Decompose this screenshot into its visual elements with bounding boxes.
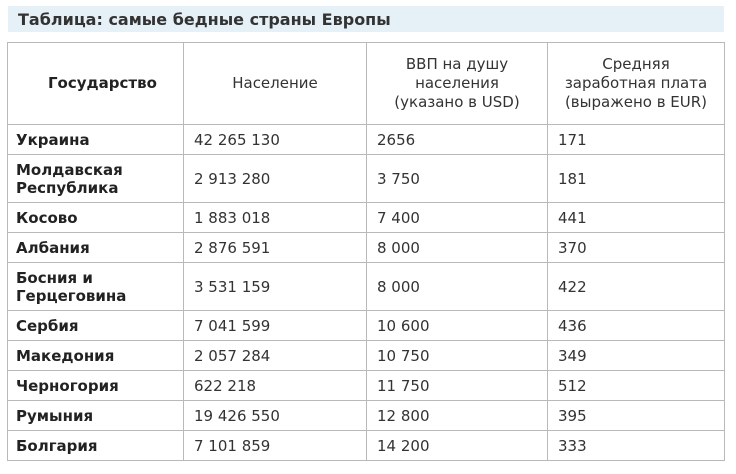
- gdp-cell: 2656: [366, 124, 548, 155]
- population-cell: 1 883 018: [183, 202, 367, 233]
- header-country: Государство: [7, 42, 184, 125]
- header-gdp-line2: населения: [415, 74, 499, 92]
- country-cell: Албания: [7, 232, 184, 263]
- header-population: Население: [183, 42, 367, 125]
- country-cell: Молдавская Республика: [7, 154, 184, 203]
- salary-cell: 171: [547, 124, 725, 155]
- table-row: Албания 2 876 591 8 000 370: [7, 232, 725, 263]
- country-cell: Украина: [7, 124, 184, 155]
- population-cell: 2 913 280: [183, 154, 367, 203]
- country-line2: Герцеговина: [16, 286, 127, 305]
- header-salary-line1: Средняя: [602, 55, 670, 73]
- table-row: Молдавская Республика 2 913 280 3 750 18…: [7, 154, 725, 203]
- salary-cell: 422: [547, 262, 725, 311]
- country-cell: Косово: [7, 202, 184, 233]
- salary-cell: 349: [547, 340, 725, 371]
- population-cell: 7 041 599: [183, 310, 367, 341]
- gdp-cell: 7 400: [366, 202, 548, 233]
- table-title: Таблица: самые бедные страны Европы: [8, 6, 724, 32]
- salary-cell: 370: [547, 232, 725, 263]
- header-salary-line2: заработная плата: [564, 74, 708, 92]
- header-gdp-line1: ВВП на душу: [405, 55, 509, 73]
- table-row: Румыния 19 426 550 12 800 395: [7, 400, 725, 431]
- population-cell: 2 057 284: [183, 340, 367, 371]
- country-cell: Черногория: [7, 370, 184, 401]
- salary-cell: 181: [547, 154, 725, 203]
- header-gdp: ВВП на душу населения (указано в USD): [366, 42, 548, 125]
- population-cell: 7 101 859: [183, 430, 367, 461]
- salary-cell: 395: [547, 400, 725, 431]
- population-cell: 3 531 159: [183, 262, 367, 311]
- table-row: Босния и Герцеговина 3 531 159 8 000 422: [7, 262, 725, 311]
- gdp-cell: 8 000: [366, 262, 548, 311]
- gdp-cell: 14 200: [366, 430, 548, 461]
- table-header-row: Государство Население ВВП на душу населе…: [7, 42, 725, 125]
- salary-cell: 436: [547, 310, 725, 341]
- country-line1: Босния и: [16, 268, 93, 287]
- table-row: Сербия 7 041 599 10 600 436: [7, 310, 725, 341]
- gdp-cell: 10 750: [366, 340, 548, 371]
- header-gdp-line3: (указано в USD): [394, 93, 520, 111]
- country-cell: Македония: [7, 340, 184, 371]
- country-line2: Республика: [16, 178, 119, 197]
- salary-cell: 333: [547, 430, 725, 461]
- gdp-cell: 8 000: [366, 232, 548, 263]
- population-cell: 19 426 550: [183, 400, 367, 431]
- gdp-cell: 3 750: [366, 154, 548, 203]
- table-row: Черногория 622 218 11 750 512: [7, 370, 725, 401]
- header-salary-line3: (выражено в EUR): [564, 93, 708, 111]
- country-cell: Болгария: [7, 430, 184, 461]
- poorest-countries-table: Государство Население ВВП на душу населе…: [7, 42, 725, 461]
- population-cell: 42 265 130: [183, 124, 367, 155]
- country-line1: Молдавская: [16, 160, 123, 179]
- gdp-cell: 11 750: [366, 370, 548, 401]
- header-salary: Средняя заработная плата (выражено в EUR…: [547, 42, 725, 125]
- country-cell: Босния и Герцеговина: [7, 262, 184, 311]
- salary-cell: 441: [547, 202, 725, 233]
- country-cell: Румыния: [7, 400, 184, 431]
- table-row: Болгария 7 101 859 14 200 333: [7, 430, 725, 461]
- gdp-cell: 12 800: [366, 400, 548, 431]
- gdp-cell: 10 600: [366, 310, 548, 341]
- population-cell: 622 218: [183, 370, 367, 401]
- country-cell: Сербия: [7, 310, 184, 341]
- table-row: Украина 42 265 130 2656 171: [7, 124, 725, 155]
- population-cell: 2 876 591: [183, 232, 367, 263]
- table-row: Косово 1 883 018 7 400 441: [7, 202, 725, 233]
- salary-cell: 512: [547, 370, 725, 401]
- table-row: Македония 2 057 284 10 750 349: [7, 340, 725, 371]
